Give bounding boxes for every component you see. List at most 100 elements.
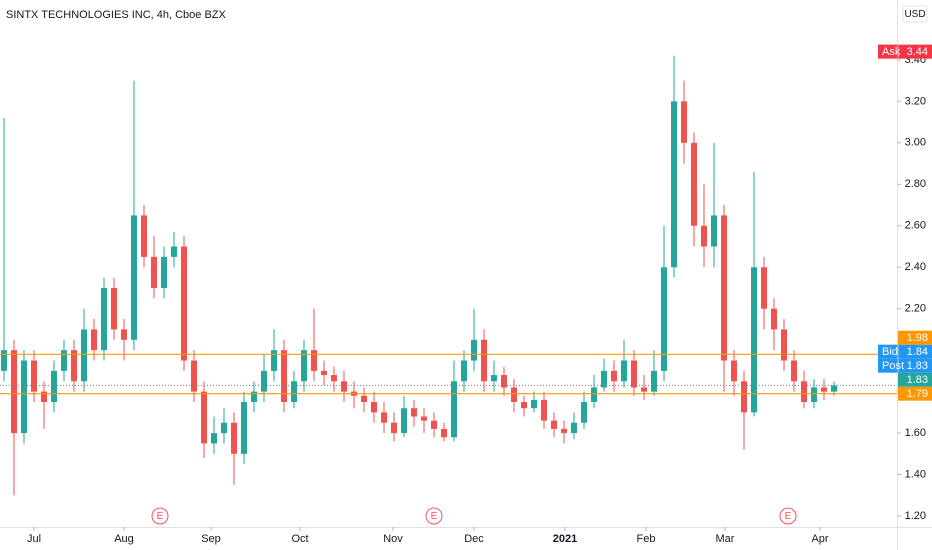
y-tick-label: 1.20 <box>905 510 926 522</box>
earnings-label: E <box>785 511 792 522</box>
candle-body <box>491 375 497 382</box>
candle-body <box>31 360 37 392</box>
candle-body <box>801 381 807 402</box>
candle-body <box>261 370 267 392</box>
price-label-value: 3.44 <box>907 46 928 58</box>
x-tick-label: Mar <box>716 533 735 545</box>
candle-body <box>781 329 787 361</box>
candle-body <box>531 399 537 409</box>
candle-body <box>101 287 107 351</box>
x-tick-label: Aug <box>114 533 134 545</box>
candle-body <box>251 391 257 402</box>
candle-body <box>581 401 587 423</box>
currency-box[interactable] <box>902 5 928 23</box>
candle-body <box>521 401 527 409</box>
candle-body <box>681 101 687 143</box>
price-label-box <box>878 344 932 359</box>
candle-body <box>381 412 387 423</box>
price-label-name: Bid <box>882 346 898 358</box>
candle-body <box>111 287 117 330</box>
price-label-name: Ask <box>882 46 901 58</box>
candle-body <box>441 428 447 438</box>
candle-body <box>471 339 477 361</box>
candle-body <box>371 401 377 413</box>
x-tick-label: Jul <box>27 533 41 545</box>
candle-body <box>591 387 597 402</box>
price-label-box <box>898 330 932 345</box>
candle-body <box>201 391 207 444</box>
y-tick-label: 2.60 <box>905 220 926 232</box>
candle-body <box>41 391 47 402</box>
candle-body <box>481 339 487 382</box>
candle-body <box>771 308 777 330</box>
candle-body <box>181 246 187 361</box>
candle-body <box>751 267 757 413</box>
y-tick-label: 3.00 <box>905 137 926 149</box>
candle-body <box>761 267 767 309</box>
candle-body <box>651 370 657 392</box>
candle-body <box>331 375 337 382</box>
candle-body <box>831 385 837 392</box>
x-tick-label: Nov <box>383 533 403 545</box>
x-tick-label: Oct <box>291 533 308 545</box>
x-tick-label: Sep <box>201 533 221 545</box>
candle-body <box>561 428 567 434</box>
candle-body <box>121 329 127 340</box>
price-label-value: 1.83 <box>907 374 928 386</box>
price-label-value: 1.83 <box>907 360 928 372</box>
candle-body <box>621 360 627 382</box>
y-tick-label: 2.20 <box>905 303 926 315</box>
candle-body <box>291 381 297 402</box>
candle-body <box>311 350 317 371</box>
candle-body <box>21 360 27 434</box>
candle-body <box>671 101 677 268</box>
currency: USD <box>904 9 925 20</box>
candle-body <box>221 422 227 434</box>
candle-body <box>541 399 547 421</box>
candle-body <box>241 401 247 454</box>
y-tick-label: 2.40 <box>905 261 926 273</box>
candle-body <box>551 420 557 429</box>
price-label-value: 1.98 <box>907 332 928 344</box>
x-tick-label: 2021 <box>553 533 577 545</box>
earnings-marker <box>151 507 169 525</box>
candle-body <box>721 215 727 361</box>
y-tick-label: 2.80 <box>905 178 926 190</box>
candle-body <box>161 256 167 288</box>
price-label-name: Post <box>882 360 904 372</box>
x-tick-label: Feb <box>637 533 656 545</box>
candle-body <box>401 408 407 434</box>
earnings-marker <box>425 507 443 525</box>
candle-body <box>71 350 77 382</box>
candle-body <box>571 422 577 434</box>
price-label-box <box>878 44 932 59</box>
candle-body <box>171 246 177 257</box>
candle-body <box>211 433 217 444</box>
price-label-box <box>898 386 932 401</box>
candle-body <box>1 350 7 371</box>
candle-body <box>661 267 667 371</box>
price-label-value: 1.79 <box>907 388 928 400</box>
price-label-box <box>898 372 932 387</box>
candle-body <box>741 381 747 413</box>
candle-body <box>191 360 197 392</box>
earnings-label: E <box>431 511 438 522</box>
candle-body <box>731 360 737 382</box>
candle-body <box>11 350 17 434</box>
candle-body <box>611 370 617 382</box>
candle-body <box>391 422 397 434</box>
candle-body <box>461 360 467 382</box>
y-tick-label: 1.40 <box>905 468 926 480</box>
candle-body <box>701 225 707 247</box>
candle-body <box>411 408 417 417</box>
candle-body <box>271 350 277 371</box>
candle-body <box>451 381 457 438</box>
price-label-value: 1.84 <box>907 346 928 358</box>
candle-body <box>691 142 697 226</box>
candle-body <box>641 387 647 392</box>
x-tick-label: Apr <box>811 533 828 545</box>
candle-body <box>51 370 57 402</box>
candle-body <box>131 215 137 340</box>
